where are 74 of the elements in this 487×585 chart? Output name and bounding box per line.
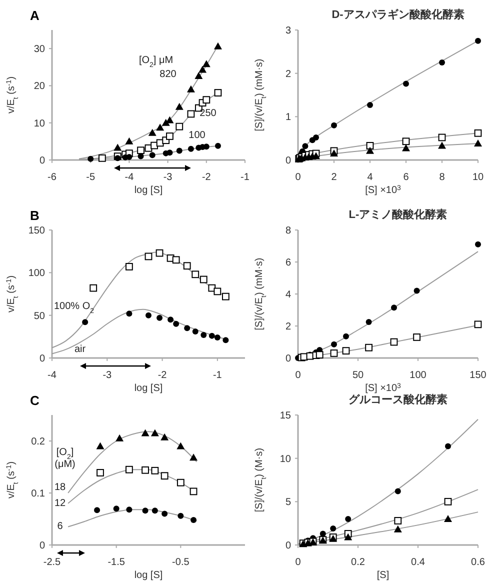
x-tick-label: -2 [158, 370, 168, 381]
x-tick-label: -6 [48, 172, 57, 183]
x-tick-label: -3 [163, 172, 173, 183]
y-tick-label: 15 [280, 410, 292, 422]
x-tick-label: 150 [470, 370, 487, 381]
chart-title: B [30, 208, 40, 223]
x-tick-label: 0 [295, 370, 302, 381]
y-tick-label: 0 [285, 540, 292, 552]
y-tick-label: 8 [285, 226, 292, 236]
annotation: 250 [200, 108, 217, 119]
y-tick-label: 6 [285, 258, 292, 268]
y-tick-label: 10 [34, 118, 46, 130]
y-tick-label: 2 [285, 68, 292, 80]
y-tick-label: 30 [34, 44, 46, 56]
x-tick-label: 0 [295, 557, 302, 568]
x-axis-title: [S] ×10$^{3}$ [365, 184, 402, 196]
x-tick-label: -4 [48, 370, 57, 381]
x-tick-label: -3 [102, 370, 112, 381]
y-tick-label: 20 [34, 81, 46, 92]
x-tick-label: 4 [367, 172, 374, 183]
x-tick-label: -4 [124, 172, 134, 183]
x-tick-label: 0 [295, 172, 302, 183]
annotation: [O$_{2}$] [56, 447, 74, 460]
y-tick-label: 5 [285, 497, 292, 508]
x-tick-label: 0.6 [471, 557, 486, 568]
x-tick-label: -0.5 [172, 557, 190, 568]
chart-title: A [30, 8, 40, 23]
x-tick-label: 2 [331, 172, 338, 183]
annotation: 18 [54, 482, 66, 493]
x-axis-title: log [S] [134, 383, 163, 394]
y-tick-label: 0 [39, 540, 46, 552]
x-axis-title: [S] ×10$^{3}$ [365, 382, 402, 394]
x-tick-label: -1.5 [108, 557, 126, 568]
y-tick-label: 2 [285, 322, 292, 332]
x-tick-label: 6 [403, 172, 410, 183]
x-tick-label: -2 [202, 172, 212, 183]
annotation: 6 [57, 521, 64, 532]
x-tick-label: 8 [439, 172, 446, 183]
chart-title: C [30, 393, 40, 408]
x-tick-label: 50 [352, 370, 364, 381]
annotation: [O$_{2}$] μM [138, 55, 174, 68]
x-tick-label: 100 [410, 370, 427, 381]
x-axis-title: log [S] [134, 570, 163, 581]
annotation: 12 [54, 498, 66, 509]
annotation: (μM) [54, 459, 76, 470]
x-tick-label: -5 [86, 172, 96, 183]
y-tick-label: 0 [285, 156, 292, 166]
y-tick-label: 0.1 [31, 488, 46, 500]
x-tick-label: -1 [212, 370, 222, 381]
chart-title: L-アミノ酸酸化酵素 [348, 208, 448, 221]
chart-title: グルコース酸化酵素 [348, 393, 448, 406]
y-tick-label: 0 [39, 156, 46, 166]
x-tick-label: -1 [240, 172, 250, 183]
x-tick-label: -2.5 [43, 557, 62, 568]
y-tick-label: 100 [28, 268, 46, 280]
y-tick-label: 1 [285, 112, 292, 124]
x-tick-label: 0.4 [411, 557, 426, 568]
y-tick-label: 0 [285, 354, 292, 364]
annotation: air [74, 344, 86, 355]
x-tick-label: 0.2 [351, 557, 366, 568]
y-tick-label: 0 [39, 354, 46, 364]
y-tick-label: 10 [280, 454, 292, 465]
x-axis-title: [S] [376, 570, 390, 581]
y-tick-label: 50 [34, 310, 46, 322]
annotation: 820 [160, 69, 177, 80]
chart-title: D-アスパラギン酸酸化酵素 [332, 8, 464, 21]
annotation: 100 [188, 130, 206, 141]
y-tick-label: 4 [285, 290, 292, 300]
x-tick-label: 10 [472, 172, 484, 183]
y-tick-label: 3 [285, 26, 292, 36]
x-axis-title: log [S] [134, 185, 163, 196]
y-tick-label: 150 [28, 226, 46, 236]
y-tick-label: 0.2 [31, 436, 46, 448]
annotation: 100% O$_{2}$ [54, 301, 94, 314]
